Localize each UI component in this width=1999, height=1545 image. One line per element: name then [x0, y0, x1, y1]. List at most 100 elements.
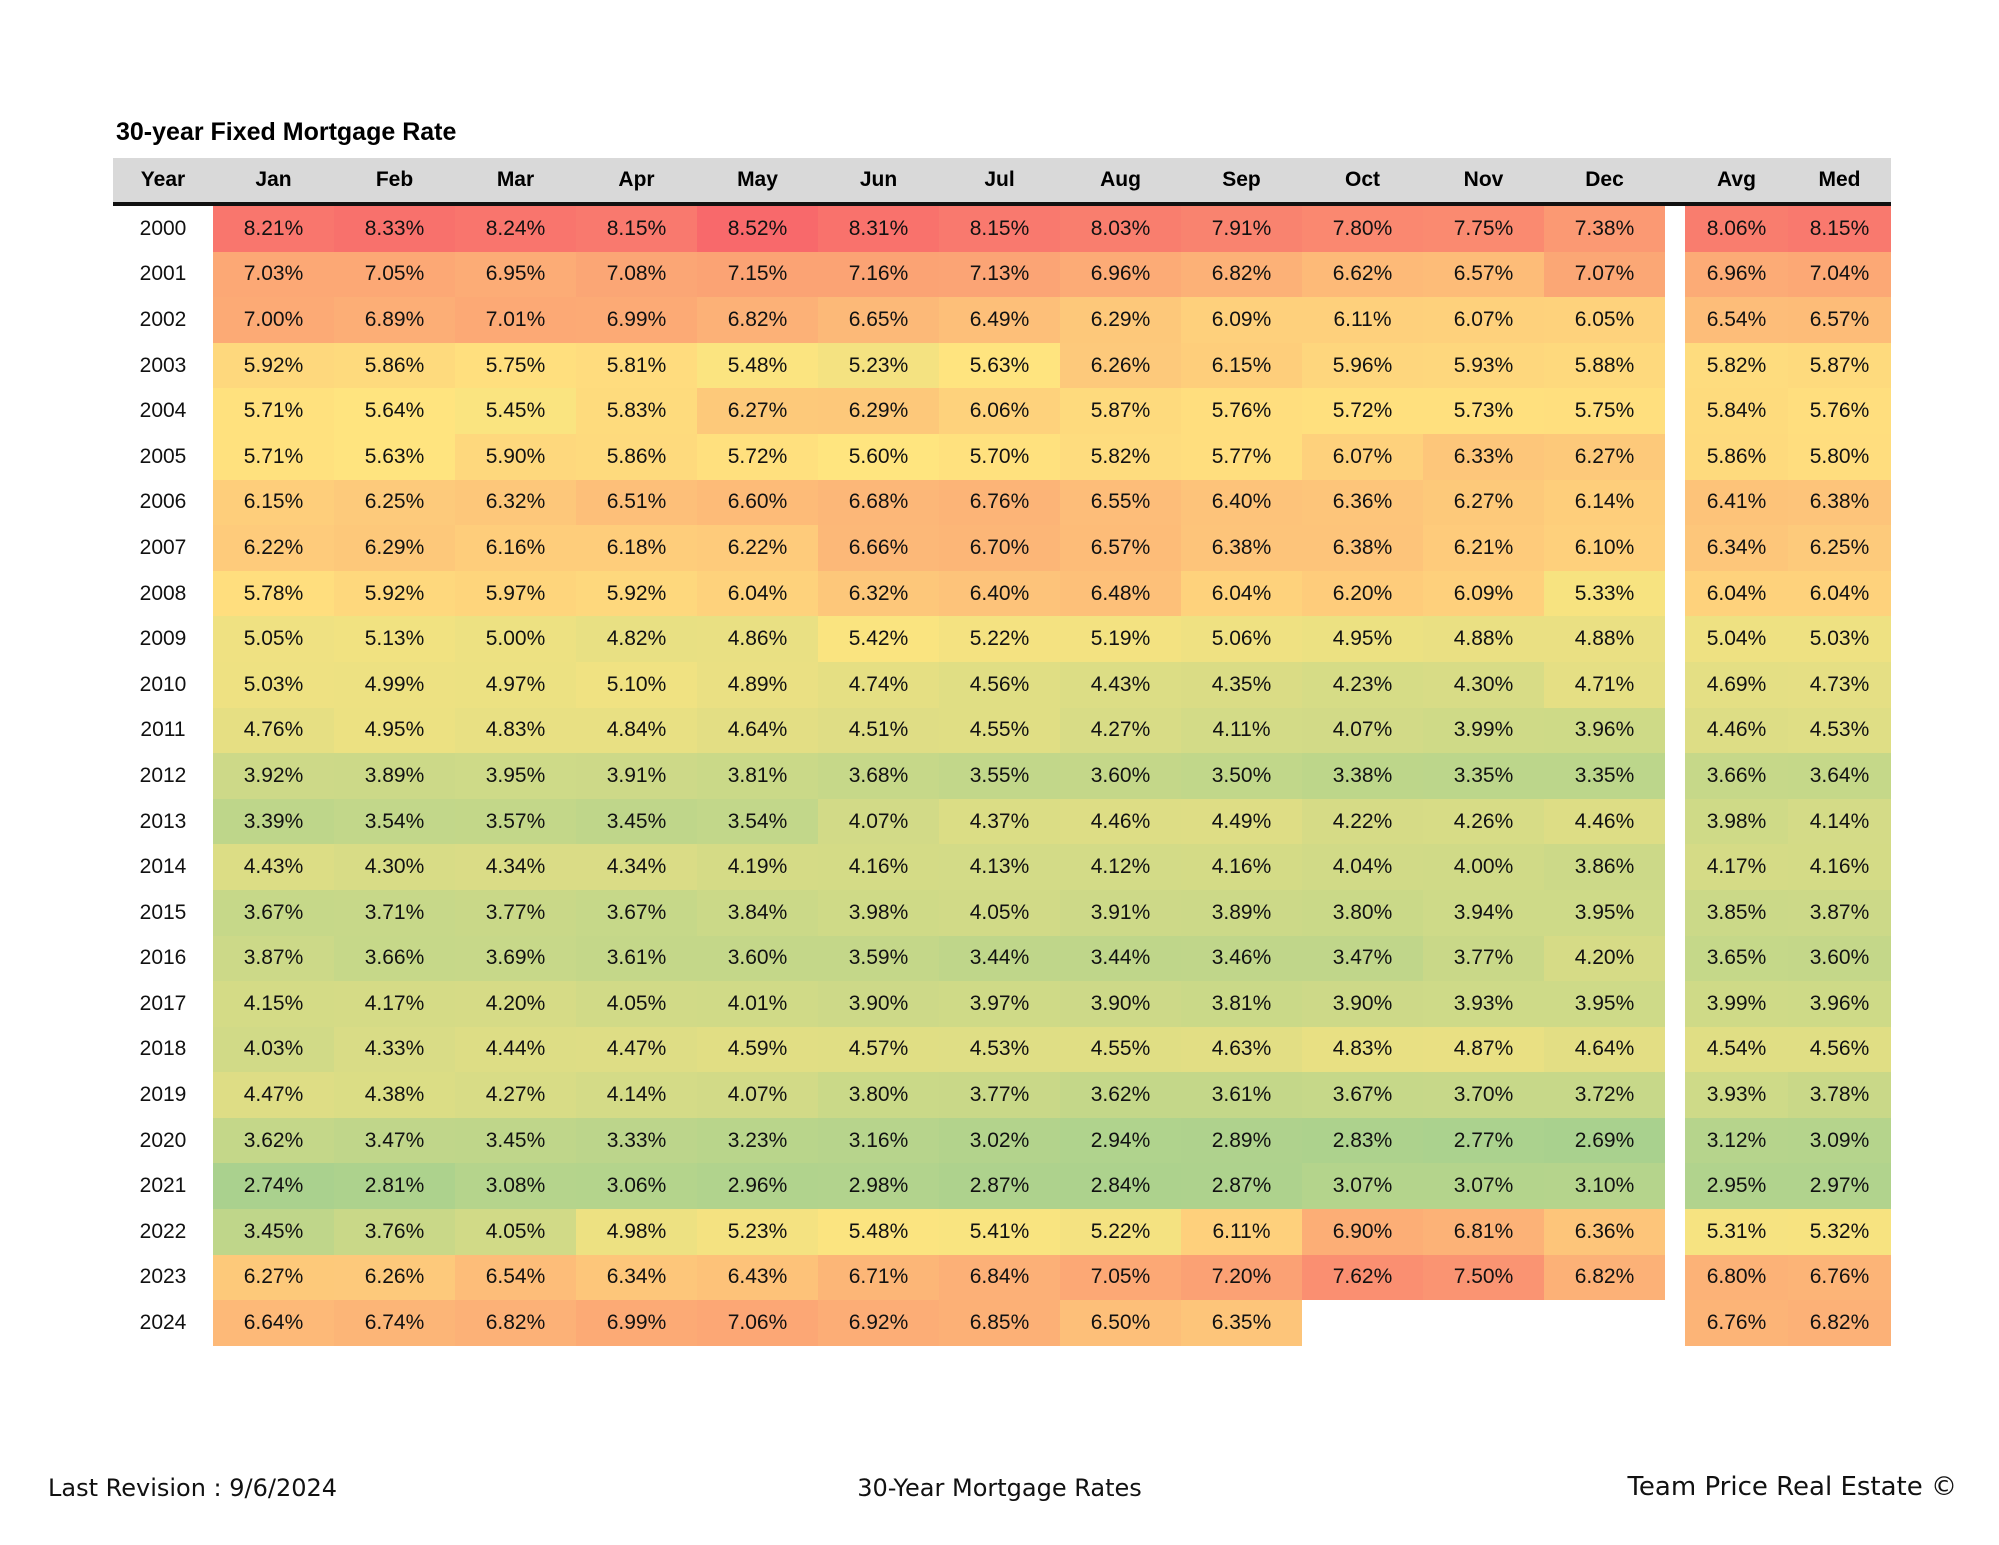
- column-gap: [1665, 844, 1685, 890]
- average-cell: 4.17%: [1685, 844, 1788, 890]
- average-cell: 5.86%: [1685, 433, 1788, 480]
- rate-cell: 6.25%: [334, 479, 455, 526]
- rate-cell: 4.11%: [1181, 707, 1302, 754]
- rate-cell: 7.62%: [1302, 1254, 1423, 1301]
- year-cell: 2001: [113, 251, 213, 298]
- rate-cell: 5.76%: [1181, 388, 1302, 434]
- table-row: 2001 7.03% 7.05% 6.95% 7.08% 7.15% 7.16% 7.13% 6…: [113, 251, 1891, 298]
- rate-cell: 3.02%: [939, 1117, 1060, 1164]
- rate-cell: 3.59%: [818, 935, 939, 982]
- header-row: Year Jan Feb Mar Apr May Jun Jul Aug Sep…: [113, 158, 1891, 206]
- table-row: 2015 3.67% 3.71% 3.77% 3.67% 3.84% 3.98% 4.05% 3…: [113, 889, 1891, 936]
- rate-cell: 3.35%: [1423, 753, 1544, 799]
- rate-cell: 4.76%: [213, 707, 334, 754]
- median-cell: 5.03%: [1788, 616, 1891, 662]
- rate-cell: 5.72%: [1302, 388, 1423, 434]
- table-row: 2023 6.27% 6.26% 6.54% 6.34% 6.43% 6.71% 6.84% 7…: [113, 1254, 1891, 1301]
- rate-cell: 5.19%: [1060, 616, 1181, 662]
- rate-cell: 6.81%: [1423, 1209, 1544, 1255]
- year-cell: 2010: [113, 661, 213, 708]
- rate-cell: 4.01%: [697, 981, 818, 1027]
- rate-cell: 2.74%: [213, 1163, 334, 1210]
- rate-cell: 5.33%: [1544, 570, 1665, 617]
- rate-cell: 5.71%: [213, 433, 334, 480]
- rate-cell: 3.60%: [697, 935, 818, 982]
- rate-cell: [1302, 1300, 1423, 1346]
- rate-cell: 6.26%: [334, 1254, 455, 1301]
- rate-cell: 5.13%: [334, 616, 455, 662]
- rate-cell: 6.10%: [1544, 525, 1665, 571]
- rate-cell: 6.29%: [1060, 297, 1181, 343]
- median-cell: 3.60%: [1788, 935, 1891, 982]
- rate-cell: 8.52%: [697, 204, 818, 252]
- rate-cell: 5.92%: [576, 570, 697, 617]
- table-row: 2022 3.45% 3.76% 4.05% 4.98% 5.23% 5.48% 5.41% 5…: [113, 1209, 1891, 1255]
- rate-cell: 2.77%: [1423, 1117, 1544, 1164]
- header-nov: Nov: [1423, 158, 1544, 206]
- median-cell: 6.04%: [1788, 570, 1891, 617]
- column-gap: [1665, 570, 1685, 617]
- year-cell: 2019: [113, 1072, 213, 1118]
- table-row: 2021 2.74% 2.81% 3.08% 3.06% 2.96% 2.98% 2.87% 2…: [113, 1163, 1891, 1210]
- average-cell: 5.84%: [1685, 388, 1788, 434]
- rate-cell: 7.05%: [334, 251, 455, 298]
- rate-cell: 6.82%: [697, 297, 818, 343]
- rate-cell: 4.35%: [1181, 661, 1302, 708]
- rate-cell: [1544, 1300, 1665, 1346]
- rate-cell: 6.32%: [818, 570, 939, 617]
- rate-cell: 6.18%: [576, 525, 697, 571]
- rate-cell: 3.69%: [455, 935, 576, 982]
- median-cell: 3.87%: [1788, 889, 1891, 936]
- table-row: 2014 4.43% 4.30% 4.34% 4.34% 4.19% 4.16% 4.13% 4…: [113, 844, 1891, 890]
- column-gap: [1665, 297, 1685, 343]
- rate-cell: 3.81%: [1181, 981, 1302, 1027]
- column-gap: [1665, 889, 1685, 936]
- rate-cell: 6.04%: [1181, 570, 1302, 617]
- rate-cell: 3.10%: [1544, 1163, 1665, 1210]
- column-gap: [1665, 1117, 1685, 1164]
- rate-cell: 5.45%: [455, 388, 576, 434]
- rate-cell: 5.86%: [334, 342, 455, 389]
- year-cell: 2022: [113, 1209, 213, 1255]
- year-cell: 2004: [113, 388, 213, 434]
- rate-cell: 6.36%: [1544, 1209, 1665, 1255]
- rate-cell: 6.29%: [334, 525, 455, 571]
- rate-cell: 4.51%: [818, 707, 939, 754]
- average-cell: 2.95%: [1685, 1163, 1788, 1210]
- rate-cell: 6.15%: [1181, 342, 1302, 389]
- rate-cell: 6.74%: [334, 1300, 455, 1346]
- rate-cell: 6.96%: [1060, 251, 1181, 298]
- column-gap: [1665, 935, 1685, 982]
- table-row: 2012 3.92% 3.89% 3.95% 3.91% 3.81% 3.68% 3.55% 3…: [113, 753, 1891, 799]
- rate-cell: 3.47%: [1302, 935, 1423, 982]
- rate-cell: 5.97%: [455, 570, 576, 617]
- rate-cell: 4.89%: [697, 661, 818, 708]
- rate-cell: 4.00%: [1423, 844, 1544, 890]
- rate-cell: 3.38%: [1302, 753, 1423, 799]
- rate-cell: 3.72%: [1544, 1072, 1665, 1118]
- rate-cell: 5.90%: [455, 433, 576, 480]
- rate-cell: 6.70%: [939, 525, 1060, 571]
- rate-cell: 4.87%: [1423, 1026, 1544, 1073]
- rate-cell: 6.49%: [939, 297, 1060, 343]
- rate-cell: 6.38%: [1181, 525, 1302, 571]
- rate-cell: 4.38%: [334, 1072, 455, 1118]
- rate-cell: 6.55%: [1060, 479, 1181, 526]
- table-title: 30-year Fixed Mortgage Rate: [116, 118, 457, 146]
- rate-cell: 4.43%: [213, 844, 334, 890]
- rate-cell: 6.82%: [1544, 1254, 1665, 1301]
- rate-cell: 8.03%: [1060, 204, 1181, 252]
- rate-cell: 5.03%: [213, 661, 334, 708]
- rate-cell: 3.71%: [334, 889, 455, 936]
- rate-cell: 6.43%: [697, 1254, 818, 1301]
- column-gap: [1665, 479, 1685, 526]
- rate-cell: 4.98%: [576, 1209, 697, 1255]
- rate-cell: 3.60%: [1060, 753, 1181, 799]
- rate-cell: 3.33%: [576, 1117, 697, 1164]
- table-row: 2000 8.21% 8.33% 8.24% 8.15% 8.52% 8.31% 8.15% 8…: [113, 204, 1891, 252]
- rate-cell: 3.50%: [1181, 753, 1302, 799]
- rate-cell: 3.99%: [1423, 707, 1544, 754]
- rate-cell: 3.54%: [334, 798, 455, 845]
- rate-cell: 3.94%: [1423, 889, 1544, 936]
- rate-cell: 4.20%: [1544, 935, 1665, 982]
